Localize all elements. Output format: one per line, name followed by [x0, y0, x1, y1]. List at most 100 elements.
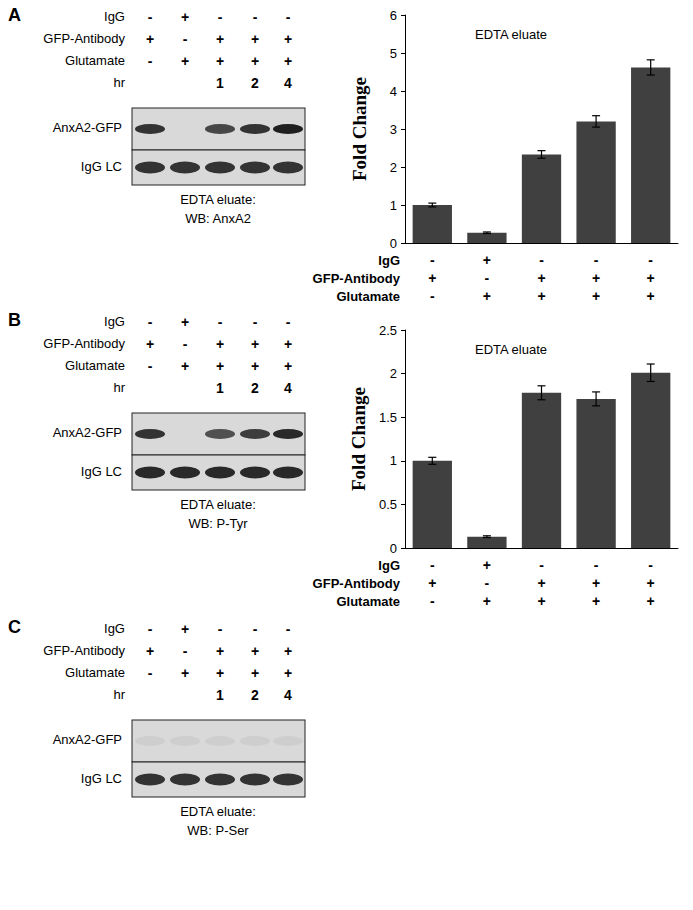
- svg-text:+: +: [284, 665, 292, 681]
- svg-text:+: +: [284, 53, 292, 69]
- svg-text:+: +: [537, 593, 545, 609]
- svg-text:C: C: [8, 617, 21, 637]
- svg-text:+: +: [284, 336, 292, 352]
- svg-text:-: -: [148, 53, 153, 69]
- svg-text:-: -: [648, 557, 653, 573]
- svg-text:Glutamate: Glutamate: [65, 53, 125, 68]
- svg-text:+: +: [647, 288, 655, 304]
- svg-text:-: -: [430, 288, 435, 304]
- svg-text:-: -: [485, 270, 490, 286]
- svg-text:IgG: IgG: [378, 558, 400, 573]
- svg-text:2: 2: [390, 366, 397, 381]
- svg-text:-: -: [218, 314, 223, 330]
- svg-text:Fold Change: Fold Change: [348, 387, 369, 491]
- svg-text:-: -: [183, 643, 188, 659]
- svg-text:EDTA eluate:: EDTA eluate:: [180, 804, 256, 819]
- svg-text:4: 4: [284, 75, 292, 91]
- svg-text:hr: hr: [113, 380, 125, 395]
- svg-text:WB: P-Tyr: WB: P-Tyr: [188, 516, 248, 531]
- svg-text:2: 2: [251, 687, 259, 703]
- svg-text:GFP-Antibody: GFP-Antibody: [43, 336, 125, 351]
- svg-text:1: 1: [390, 453, 397, 468]
- svg-text:-: -: [148, 665, 153, 681]
- svg-text:+: +: [146, 336, 154, 352]
- svg-text:+: +: [181, 621, 189, 637]
- svg-text:+: +: [146, 643, 154, 659]
- svg-text:-: -: [286, 9, 291, 25]
- svg-text:6: 6: [390, 8, 397, 23]
- svg-text:+: +: [216, 665, 224, 681]
- svg-text:B: B: [8, 310, 21, 330]
- svg-text:+: +: [251, 665, 259, 681]
- svg-text:+: +: [181, 314, 189, 330]
- svg-text:2: 2: [251, 75, 259, 91]
- svg-text:WB: AnxA2: WB: AnxA2: [185, 211, 251, 226]
- svg-text:-: -: [218, 621, 223, 637]
- svg-text:+: +: [483, 593, 491, 609]
- svg-text:IgG: IgG: [104, 621, 125, 636]
- svg-text:2.5: 2.5: [379, 323, 397, 338]
- svg-text:+: +: [251, 358, 259, 374]
- svg-text:-: -: [594, 557, 599, 573]
- svg-text:-: -: [253, 314, 258, 330]
- svg-text:WB: P-Ser: WB: P-Ser: [187, 823, 249, 838]
- svg-text:+: +: [483, 557, 491, 573]
- svg-text:-: -: [183, 336, 188, 352]
- svg-text:IgG: IgG: [104, 314, 125, 329]
- svg-text:0: 0: [390, 236, 397, 251]
- svg-text:4: 4: [390, 84, 397, 99]
- svg-text:+: +: [216, 643, 224, 659]
- svg-text:-: -: [148, 621, 153, 637]
- svg-text:+: +: [647, 270, 655, 286]
- svg-text:AnxA2-GFP: AnxA2-GFP: [53, 425, 122, 440]
- svg-text:-: -: [148, 314, 153, 330]
- svg-text:IgG LC: IgG LC: [81, 771, 122, 786]
- svg-text:-: -: [286, 314, 291, 330]
- svg-text:+: +: [181, 53, 189, 69]
- svg-text:-: -: [539, 557, 544, 573]
- svg-text:-: -: [430, 252, 435, 268]
- svg-text:-: -: [485, 575, 490, 591]
- svg-text:0: 0: [390, 541, 397, 556]
- svg-text:+: +: [592, 270, 600, 286]
- svg-text:EDTA eluate:: EDTA eluate:: [180, 192, 256, 207]
- svg-text:-: -: [594, 252, 599, 268]
- svg-text:Glutamate: Glutamate: [65, 358, 125, 373]
- svg-text:+: +: [483, 288, 491, 304]
- svg-text:-: -: [253, 621, 258, 637]
- svg-text:EDTA eluate: EDTA eluate: [475, 342, 547, 357]
- svg-text:+: +: [181, 665, 189, 681]
- svg-text:+: +: [181, 358, 189, 374]
- svg-text:GFP-Antibody: GFP-Antibody: [43, 643, 125, 658]
- svg-text:+: +: [216, 53, 224, 69]
- svg-text:A: A: [8, 5, 21, 25]
- svg-text:4: 4: [284, 380, 292, 396]
- svg-text:1: 1: [216, 75, 224, 91]
- svg-text:+: +: [251, 643, 259, 659]
- svg-text:1: 1: [390, 198, 397, 213]
- svg-text:Glutamate: Glutamate: [65, 665, 125, 680]
- svg-text:GFP-Antibody: GFP-Antibody: [313, 576, 401, 591]
- svg-text:-: -: [648, 252, 653, 268]
- svg-text:EDTA eluate: EDTA eluate: [475, 27, 547, 42]
- svg-text:+: +: [647, 593, 655, 609]
- svg-text:hr: hr: [113, 75, 125, 90]
- svg-text:Glutamate: Glutamate: [336, 594, 400, 609]
- svg-text:+: +: [537, 288, 545, 304]
- svg-text:+: +: [251, 31, 259, 47]
- svg-text:+: +: [251, 53, 259, 69]
- svg-text:+: +: [216, 358, 224, 374]
- svg-text:3: 3: [390, 122, 397, 137]
- svg-text:AnxA2-GFP: AnxA2-GFP: [53, 732, 122, 747]
- svg-text:2: 2: [390, 160, 397, 175]
- svg-text:+: +: [216, 31, 224, 47]
- svg-text:1.5: 1.5: [379, 410, 397, 425]
- svg-text:2: 2: [251, 380, 259, 396]
- svg-text:-: -: [430, 593, 435, 609]
- svg-text:-: -: [430, 557, 435, 573]
- svg-text:+: +: [537, 270, 545, 286]
- svg-text:1: 1: [216, 380, 224, 396]
- svg-text:-: -: [539, 252, 544, 268]
- svg-text:+: +: [284, 31, 292, 47]
- svg-text:hr: hr: [113, 687, 125, 702]
